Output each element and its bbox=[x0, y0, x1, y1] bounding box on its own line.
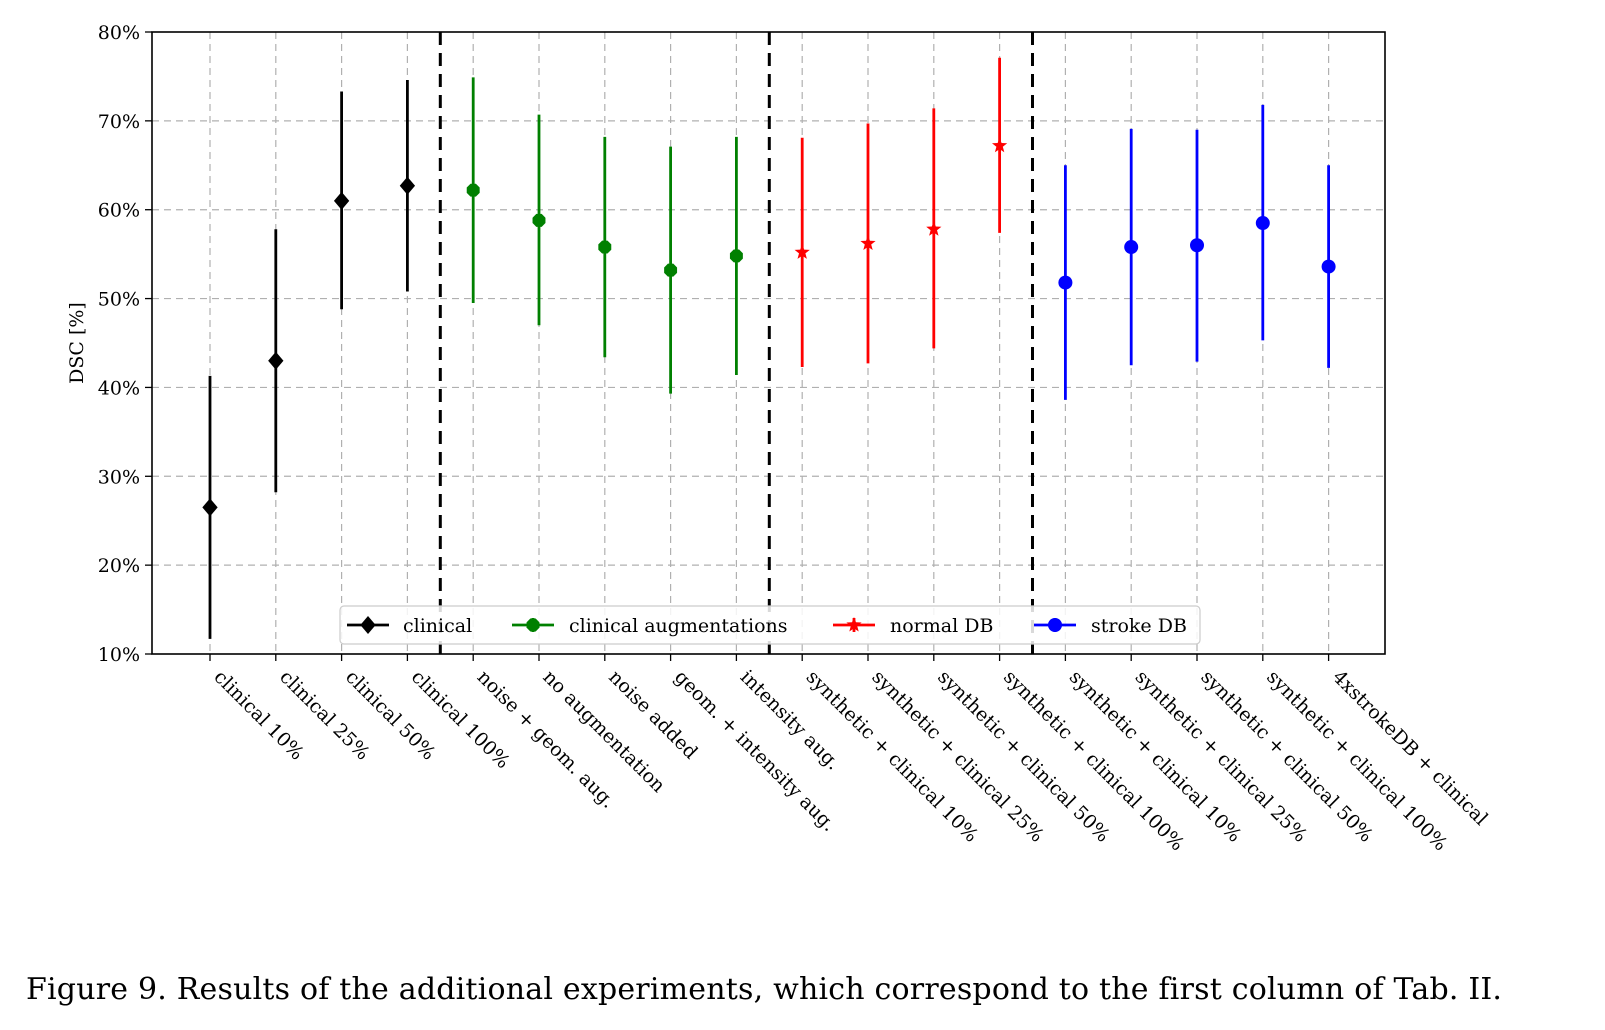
marker-circle bbox=[1255, 216, 1270, 231]
legend-item: normal DB bbox=[833, 615, 993, 637]
y-tick-label: 50% bbox=[98, 289, 140, 311]
series-clinical-augmentations bbox=[466, 77, 743, 394]
y-tick-label: 80% bbox=[98, 22, 140, 44]
x-tick-label: no augmentation bbox=[538, 666, 669, 797]
marker-octagon bbox=[664, 263, 678, 277]
x-axis-ticks: clinical 10%clinical 25%clinical 50%clin… bbox=[209, 654, 1492, 855]
marker-diamond bbox=[333, 191, 350, 210]
marker-star bbox=[846, 617, 862, 632]
marker-star bbox=[991, 137, 1008, 153]
legend-label: normal DB bbox=[890, 615, 993, 637]
series-normal-db bbox=[794, 57, 1008, 367]
marker-star bbox=[926, 221, 942, 236]
legend-label: clinical bbox=[403, 615, 472, 637]
y-tick-label: 20% bbox=[98, 555, 140, 577]
plot-area-border bbox=[151, 31, 1386, 655]
errorbar-chart: 10% 20% 30% 40% 50% 60% 70% 80% clinical 10%cli… bbox=[66, 22, 1492, 855]
series-stroke-db bbox=[1058, 104, 1336, 400]
y-axis-label: DSC [%] bbox=[66, 302, 88, 384]
legend: clinical clinical augmentations normal DB s… bbox=[339, 605, 1201, 645]
y-tick-label: 60% bbox=[98, 200, 140, 222]
plot-frame bbox=[151, 31, 1386, 655]
error-bars bbox=[202, 57, 1336, 639]
series-clinical bbox=[202, 79, 416, 639]
marker-circle bbox=[1048, 618, 1062, 632]
y-tick-label: 70% bbox=[98, 111, 140, 133]
legend-item: clinical augmentations bbox=[512, 615, 788, 637]
marker-circle bbox=[1124, 240, 1139, 255]
marker-octagon bbox=[532, 213, 546, 227]
marker-star bbox=[794, 244, 810, 259]
legend-box bbox=[339, 605, 1201, 645]
marker-octagon bbox=[598, 240, 612, 254]
legend-item: stroke DB bbox=[1034, 615, 1187, 637]
marker-octagon bbox=[466, 183, 480, 197]
marker-circle bbox=[1321, 259, 1336, 274]
legend-label: clinical augmentations bbox=[569, 615, 788, 637]
legend-label: stroke DB bbox=[1091, 615, 1187, 637]
y-tick-label: 30% bbox=[98, 466, 140, 488]
marker-diamond bbox=[360, 616, 376, 634]
marker-diamond bbox=[268, 351, 284, 370]
figure-caption: Figure 9. Results of the additional expe… bbox=[26, 972, 1503, 1007]
marker-diamond bbox=[399, 176, 416, 195]
marker-star bbox=[860, 235, 876, 250]
legend-item: clinical bbox=[347, 615, 472, 637]
marker-circle bbox=[1190, 238, 1204, 253]
y-tick-label: 10% bbox=[98, 644, 140, 666]
y-tick-label: 40% bbox=[98, 377, 140, 399]
marker-octagon bbox=[729, 249, 743, 263]
marker-diamond bbox=[202, 498, 218, 517]
marker-circle bbox=[1058, 275, 1073, 290]
y-axis-ticks: 10% 20% 30% 40% 50% 60% 70% 80% bbox=[98, 22, 152, 666]
marker-octagon bbox=[526, 618, 540, 632]
